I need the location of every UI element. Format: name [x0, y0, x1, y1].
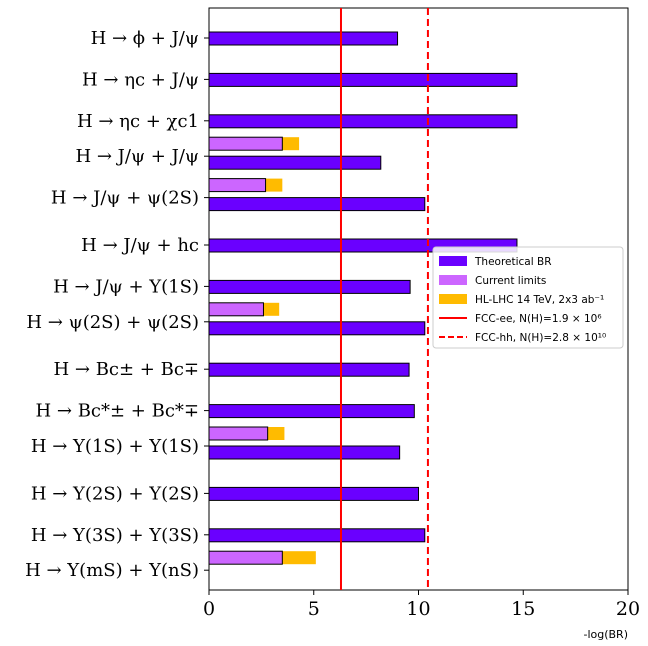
- theoretical-bar: [208, 155, 382, 170]
- category-label: H → Bc± + Bc∓: [53, 359, 199, 380]
- legend-fcc-ee-label: FCC-ee, N(H)=1.9 × 10⁶: [475, 313, 602, 325]
- current-limit-bar: [208, 550, 283, 565]
- theoretical-bar: [208, 197, 426, 212]
- bars: [208, 31, 518, 565]
- legend-current-limits-label: Current limits: [475, 275, 546, 287]
- legend-hl-lhc-swatch: [439, 294, 467, 304]
- theoretical-bar: [208, 362, 410, 377]
- category-label: H → Υ(1S) + Υ(1S): [31, 436, 199, 457]
- category-label: H → J/ψ + ψ(2S): [51, 188, 199, 209]
- category-label: H → J/ψ + hc: [81, 235, 199, 256]
- theoretical-bar: [208, 445, 401, 460]
- current-limit-bar: [208, 178, 267, 193]
- category-label: H → ηc + J/ψ: [82, 69, 199, 90]
- reference-lines: [339, 8, 429, 590]
- x-tick-label: 0: [203, 598, 215, 620]
- x-axis-ticks: 0 5 10 15 20: [203, 590, 640, 620]
- current-limit-bar: [208, 136, 283, 151]
- category-label: H → Υ(mS) + Υ(nS): [25, 560, 199, 581]
- category-label: H → Υ(3S) + Υ(3S): [31, 525, 199, 546]
- legend-theoretical-swatch: [439, 256, 467, 266]
- category-label: H → ηc + χc1: [77, 111, 199, 132]
- legend: Theoretical BR Current limits HL-LHC 14 Te…: [432, 246, 624, 349]
- legend-hl-lhc-label: HL-LHC 14 TeV, 2x3 ab⁻¹: [475, 294, 604, 306]
- theoretical-bar: [208, 31, 399, 46]
- x-axis-label: -log(BR): [583, 628, 628, 641]
- theoretical-bar: [208, 528, 426, 543]
- x-tick-label: 10: [406, 598, 430, 620]
- current-limit-bar: [208, 426, 269, 441]
- category-label: H → J/ψ + Υ(1S): [53, 276, 199, 297]
- theoretical-bar: [208, 72, 518, 87]
- category-labels: H → ϕ + J/ψ H → ηc + J/ψ H → ηc + χc1 H → J…: [25, 28, 209, 581]
- category-label: H → J/ψ + J/ψ: [75, 146, 199, 167]
- legend-theoretical-label: Theoretical BR: [474, 256, 552, 268]
- category-label: H → ψ(2S) + ψ(2S): [26, 312, 199, 333]
- x-tick-label: 20: [616, 598, 640, 620]
- category-label: H → Υ(2S) + Υ(2S): [31, 483, 199, 504]
- theoretical-bar: [208, 321, 426, 336]
- legend-box: [432, 246, 624, 349]
- legend-current-limits-swatch: [439, 275, 467, 285]
- x-tick-label: 5: [308, 598, 320, 620]
- theoretical-bar: [208, 279, 411, 294]
- theoretical-bar: [208, 404, 415, 419]
- category-label: H → ϕ + J/ψ: [91, 28, 199, 49]
- category-label: H → Bc*± + Bc*∓: [35, 401, 199, 422]
- theoretical-bar: [208, 114, 518, 129]
- legend-fcc-hh-label: FCC-hh, N(H)=2.8 × 10¹⁰: [475, 332, 606, 344]
- current-limit-bar: [208, 302, 264, 317]
- x-tick-label: 15: [511, 598, 535, 620]
- theoretical-bar: [208, 486, 419, 501]
